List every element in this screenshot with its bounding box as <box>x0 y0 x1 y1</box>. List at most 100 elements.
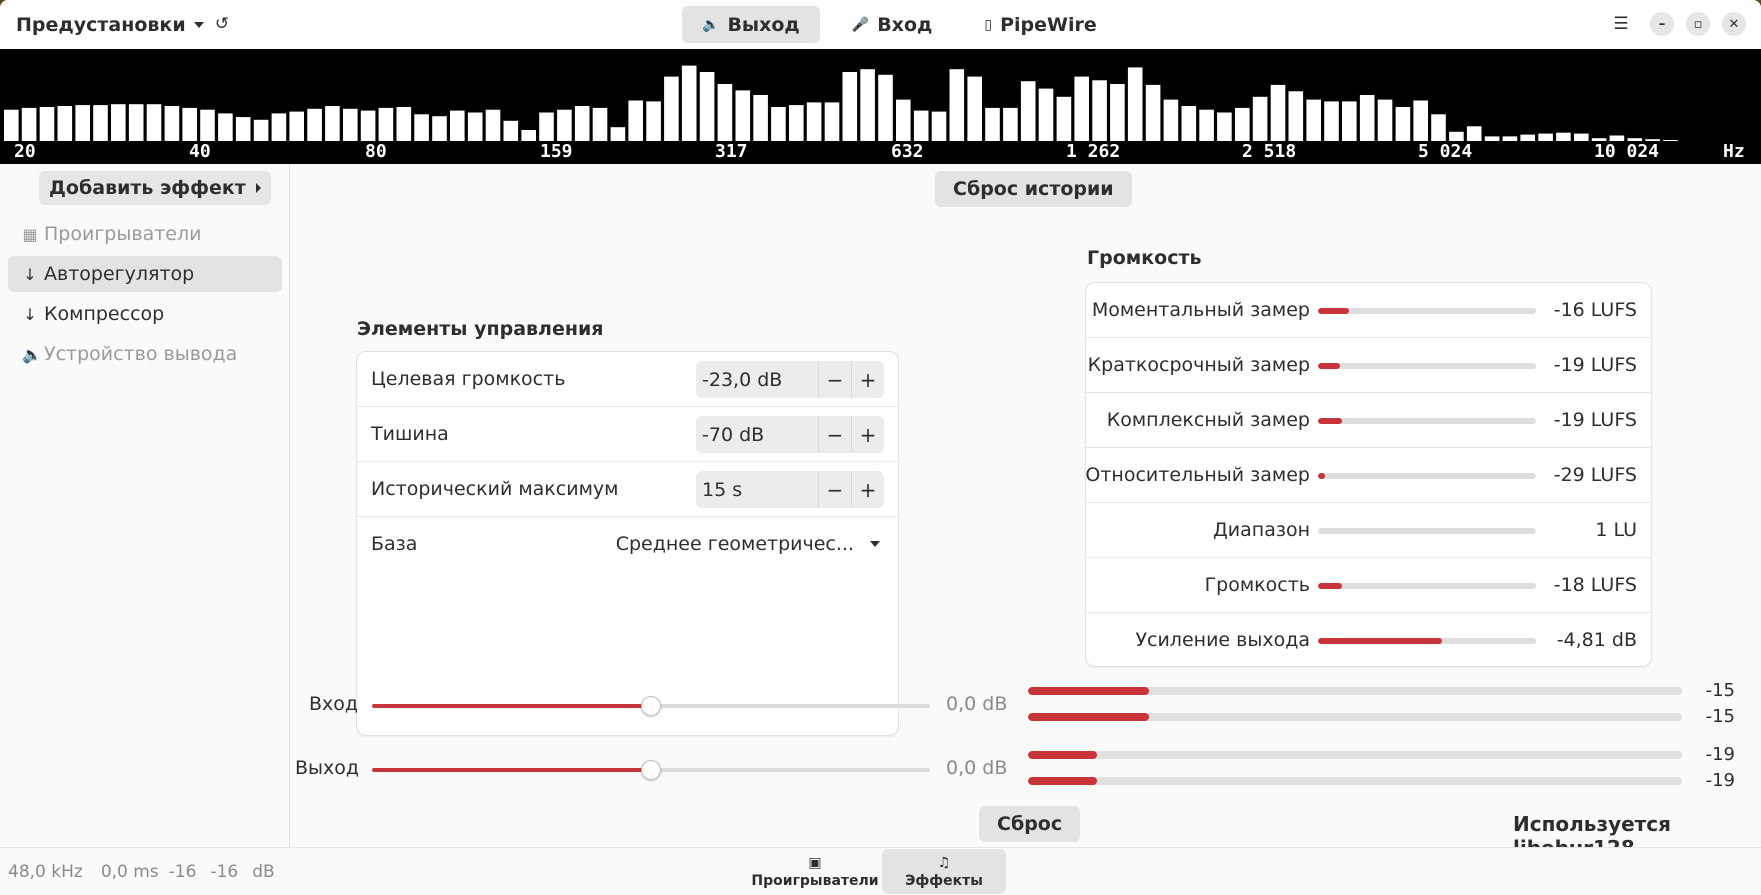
speaker-icon: 🔈 <box>22 344 42 364</box>
players-icon: ▦ <box>22 224 38 244</box>
loudness-row: Громкость -18 LUFS <box>1086 558 1651 613</box>
loudness-value: -18 LUFS <box>1553 574 1637 596</box>
minimize-button[interactable]: – <box>1650 12 1674 36</box>
spectrum-freq-label: 1 262 <box>1066 141 1121 162</box>
sidebar-item-compressor[interactable]: ↓ Компрессор <box>8 296 282 332</box>
tab-players[interactable]: ▣ Проигрыватели <box>750 849 880 894</box>
undo-button[interactable]: ↺ <box>207 9 237 39</box>
tab-pipewire[interactable]: ▯ PipeWire <box>964 6 1116 43</box>
arrow-down-icon: ↓ <box>23 304 37 324</box>
spectrum-bar <box>628 100 643 141</box>
spectrum-bar <box>1466 126 1482 141</box>
spectrum-bar <box>735 90 751 141</box>
loudness-bar <box>1318 473 1536 479</box>
meter-fill <box>1028 713 1149 721</box>
spectrum-bar <box>467 112 483 141</box>
reset-history-button[interactable]: Сброс истории <box>935 171 1132 207</box>
speaker-icon: 🔈 <box>702 16 720 33</box>
input-level-value-left: -15 <box>1705 680 1735 701</box>
target-value[interactable]: -23,0 dB <box>702 368 783 391</box>
spectrum-freq-label: 40 <box>189 141 211 162</box>
spectrum-bar <box>57 106 73 141</box>
minimize-icon: – <box>1658 16 1666 32</box>
output-gain-slider[interactable] <box>372 760 930 780</box>
output-gain-knob[interactable] <box>641 760 661 780</box>
loudness-label: Краткосрочный замер <box>1087 354 1310 376</box>
increment-button[interactable]: + <box>851 361 884 398</box>
level-right: -16 <box>210 862 239 882</box>
spectrum-bar <box>39 107 55 141</box>
target-label: Целевая громкость <box>371 368 566 390</box>
decrement-button[interactable]: − <box>818 361 851 398</box>
spectrum-bar <box>1502 136 1518 141</box>
spectrum-bar <box>1020 81 1036 141</box>
add-effect-button[interactable]: Добавить эффект <box>39 171 271 205</box>
arrow-down-icon: ↓ <box>23 264 37 284</box>
spectrum-freq-label: 2 518 <box>1242 141 1297 162</box>
spectrum-analyzer: 20 40 80 159 317 632 1 262 2 518 5 024 1… <box>0 49 1761 164</box>
output-level-meter-left <box>1028 751 1682 759</box>
spectrum-freq-label: 159 <box>540 141 573 162</box>
input-gain-knob[interactable] <box>641 696 661 716</box>
spectrum-bar <box>985 107 1000 141</box>
header-bar: Предустановки ↺ 🔈 Выход 🎤 Вход ▯ PipeWir… <box>0 0 1761 49</box>
sidebar-item-output-device[interactable]: 🔈 Устройство вывода <box>8 336 282 372</box>
presets-menu-button[interactable]: Предустановки <box>16 10 204 40</box>
level-unit: dB <box>252 862 275 882</box>
spectrum-bar <box>4 109 19 141</box>
close-button[interactable]: ✕ <box>1722 12 1746 36</box>
spectrum-bar <box>271 113 287 141</box>
history-max-value[interactable]: 15 s <box>702 478 743 501</box>
spectrum-bar <box>485 109 501 141</box>
base-dropdown[interactable]: Среднее геометричес... <box>616 533 880 555</box>
spectrum-bar <box>860 69 875 141</box>
spectrum-bar <box>1627 138 1643 141</box>
input-gain-fill <box>372 704 651 708</box>
tab-output-label: Выход <box>727 13 800 36</box>
sidebar-item-players[interactable]: ▦ Проигрыватели <box>8 216 282 252</box>
loudness-row: Относительный замер -29 LUFS <box>1085 448 1651 503</box>
target-spinbutton[interactable]: -23,0 dB − + <box>696 361 884 398</box>
spectrum-bar <box>1163 99 1179 141</box>
reset-button[interactable]: Сброс <box>979 806 1081 842</box>
sidebar-item-autogain[interactable]: ↓ Авторегулятор <box>8 256 282 292</box>
chevron-down-icon <box>870 541 880 547</box>
sidebar-item-label: Проигрыватели <box>44 223 202 245</box>
tab-input[interactable]: 🎤 Вход <box>832 6 953 43</box>
silence-value[interactable]: -70 dB <box>702 423 765 446</box>
close-icon: ✕ <box>1728 16 1740 32</box>
chevron-down-icon <box>193 22 204 28</box>
spectrum-bar <box>1484 136 1500 141</box>
tab-input-label: Вход <box>877 13 933 36</box>
increment-button[interactable]: + <box>851 416 884 453</box>
spectrum-bar <box>200 109 215 141</box>
spectrum-bar <box>128 104 144 141</box>
spectrum-bar <box>1609 135 1625 141</box>
reset-icon: ↺ <box>214 14 230 34</box>
spectrum-bar <box>1003 107 1018 141</box>
spectrum-bar <box>1520 134 1535 141</box>
presets-label: Предустановки <box>16 14 186 36</box>
history-max-spinbutton[interactable]: 15 s − + <box>696 471 884 508</box>
increment-button[interactable]: + <box>851 471 884 508</box>
maximize-button[interactable]: ▫ <box>1686 12 1710 36</box>
loudness-row: Краткосрочный замер -19 LUFS <box>1086 338 1651 393</box>
spectrum-bar <box>806 102 822 141</box>
spectrum-bar <box>1538 133 1553 141</box>
loudness-label: Комплексный замер <box>1106 409 1310 431</box>
decrement-button[interactable]: − <box>818 416 851 453</box>
tab-output[interactable]: 🔈 Выход <box>682 6 820 43</box>
spectrum-bar <box>1145 84 1161 141</box>
loudness-row: Диапазон 1 LU <box>1086 503 1651 558</box>
loudness-value: -16 LUFS <box>1553 299 1637 321</box>
input-gain-slider[interactable] <box>372 696 930 716</box>
spectrum-bar <box>1449 131 1464 141</box>
spectrum-bar <box>967 76 982 141</box>
spectrum-bar <box>253 119 269 141</box>
main-menu-button[interactable]: ☰ <box>1606 9 1636 39</box>
tab-effects[interactable]: ♫ Эффекты <box>882 849 1006 894</box>
decrement-button[interactable]: − <box>818 471 851 508</box>
input-gain-label: Вход <box>309 693 359 715</box>
silence-spinbutton[interactable]: -70 dB − + <box>696 416 884 453</box>
loudness-bar <box>1318 363 1536 369</box>
